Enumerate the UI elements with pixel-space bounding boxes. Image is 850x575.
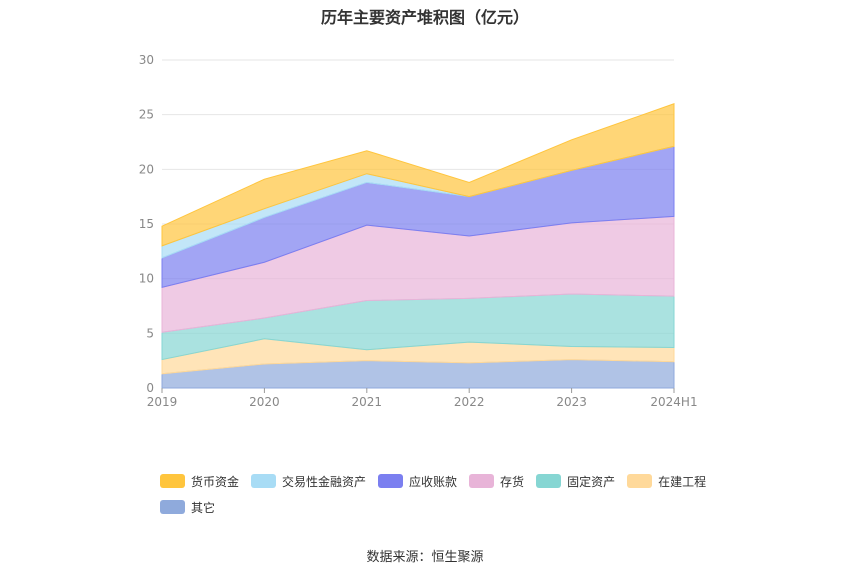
legend-swatch [160,500,185,514]
legend-item[interactable]: 在建工程 [627,472,706,490]
area-series-6[interactable] [161,103,675,247]
x-tick-label: 2020 [249,395,280,409]
legend-swatch [160,474,185,488]
x-tick-label: 2019 [147,395,178,409]
legend-label: 交易性金融资产 [282,474,367,489]
y-tick-label: 0 [146,381,154,395]
y-tick-label: 5 [146,326,154,340]
legend-swatch [536,474,562,488]
x-tick-label: 2024H1 [650,395,697,409]
legend-item[interactable]: 应收账款 [378,472,457,490]
legend-swatch [251,474,277,488]
y-tick-label: 20 [139,162,154,176]
legend-label: 货币资金 [191,474,240,489]
y-tick-label: 15 [139,217,154,231]
legend-label: 固定资产 [567,474,616,489]
legend-swatch [378,474,404,488]
y-tick-label: 25 [139,108,154,122]
x-tick-label: 2023 [556,395,587,409]
x-tick-label: 2022 [454,395,485,409]
legend-item[interactable]: 固定资产 [536,472,615,490]
data-source: 数据来源：恒生聚源 [366,550,484,565]
legend-item[interactable]: 存货 [469,472,524,490]
y-tick-label: 10 [139,272,154,286]
legend-item[interactable]: 交易性金融资产 [251,472,366,490]
legend-swatch [627,474,653,488]
legend-swatch [469,474,495,488]
legend-label: 在建工程 [658,474,707,489]
area-series [161,103,675,389]
legend-item[interactable]: 货币资金 [160,472,239,490]
legend-label: 存货 [500,474,525,489]
legend: 货币资金 交易性金融资产 应收账款 存货 固定资产 在建工程其它 [160,472,720,524]
legend-label: 其它 [191,500,216,515]
chart-title: 历年主要资产堆积图（亿元） [320,8,529,27]
axes: 0 5 10 15 20 25 30 2019 2020 2021 2022 2023 2024H1 [139,53,698,409]
legend-label: 应收账款 [409,474,458,489]
legend-item[interactable]: 其它 [160,498,215,516]
x-tick-label: 2021 [352,395,383,409]
y-tick-label: 30 [139,53,154,67]
